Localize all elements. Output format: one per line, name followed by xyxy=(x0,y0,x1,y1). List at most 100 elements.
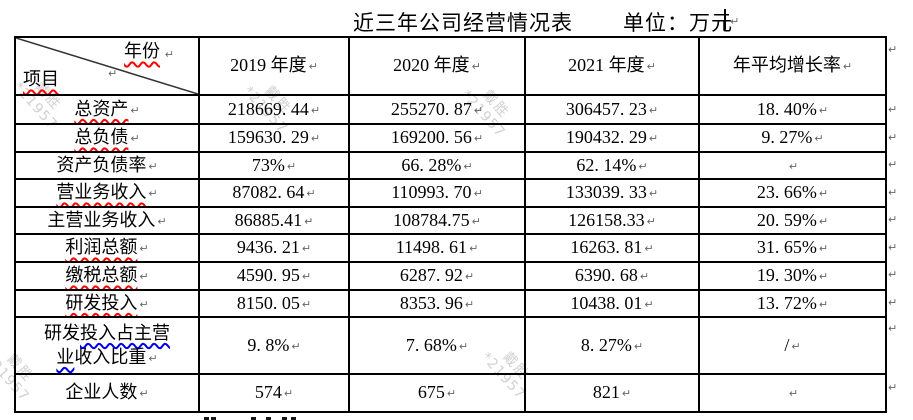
unit-label: 单位：万元 xyxy=(623,11,733,35)
cell-value: 574 ↵ xyxy=(198,373,350,413)
cell-value: 190432. 29 ↵ xyxy=(524,123,700,153)
table-row: 研发投入占主营 业收入比重 ↵ 9. 8% ↵ 7. 68% ↵ 8. 27% ↵ / ↵ xyxy=(14,316,887,375)
row-label: 企业人数 xyxy=(65,382,138,402)
corner-item-label: 项目 xyxy=(23,69,59,89)
row-end-mark: ↵ xyxy=(888,241,898,254)
operating-results-table[interactable]: 年份 ↵ 项目 ↵ 2019 年度 ↵ 2020 年度 ↵ 2021 年度 ↵ 年平均… xyxy=(14,36,887,413)
table-row: 总资产 ↵ 218669. 44 ↵ 255270. 87 ↵ 306457. 23 ↵… xyxy=(14,94,887,125)
paragraph-mark: ↵ xyxy=(730,15,740,28)
cell-value: 7. 68% ↵ xyxy=(348,316,526,375)
document-title: 近三年公司经营情况表 xyxy=(353,11,573,35)
row-label-cell: 企业人数 ↵ xyxy=(14,373,200,413)
diagonal-line xyxy=(17,39,197,93)
row-label-cell: 总负债 ↵ xyxy=(14,123,200,153)
cell-value: 66. 28% ↵ xyxy=(348,151,526,180)
cell-value: 8353. 96 ↵ xyxy=(348,289,526,318)
row-label: 研发投入占主营 xyxy=(44,322,170,343)
row-label: 研发投入 xyxy=(65,292,138,313)
table-row: 缴税总额 ↵ 4590. 95 ↵ 6287. 92 ↵ 6390. 68 ↵ 19. … xyxy=(14,261,887,291)
table-row: 主营业务收入 ↵ 86885.41 ↵ 108784.75 ↵ 126158.33 ↵ … xyxy=(14,206,887,235)
cell-value-empty: ↵ xyxy=(698,373,887,413)
cutoff-text-fragment xyxy=(204,417,209,420)
row-label: 总负债 xyxy=(74,127,129,147)
row-label-cell: 资产负债率 ↵ xyxy=(14,151,200,180)
row-label-cell: 缴税总额 ↵ xyxy=(14,261,200,291)
cell-value: 255270. 87 ↵ xyxy=(348,94,526,125)
header-row: 年份 ↵ 项目 ↵ 2019 年度 ↵ 2020 年度 ↵ 2021 年度 ↵ 年平均… xyxy=(14,36,887,96)
row-end-mark: ↵ xyxy=(888,296,898,309)
corner-cell: 年份 ↵ 项目 ↵ xyxy=(14,36,200,96)
cell-value: 6287. 92 ↵ xyxy=(348,261,526,291)
table-row: 利润总额 ↵ 9436. 21 ↵ 11498. 61 ↵ 16263. 81 ↵ 31… xyxy=(14,233,887,263)
row-label-cell: 利润总额 ↵ xyxy=(14,233,200,263)
row-label-cell: 主营业务收入 ↵ xyxy=(14,206,200,235)
cell-value: 19. 30% ↵ xyxy=(698,261,887,291)
row-label-cell: 研发投入 ↵ xyxy=(14,289,200,318)
text-cursor[interactable] xyxy=(724,9,726,31)
cutoff-text-fragment xyxy=(282,417,287,420)
cell-value: 8. 27% ↵ xyxy=(524,316,700,375)
row-label-cell: 研发投入占主营 业收入比重 ↵ xyxy=(14,316,200,375)
table-row: 资产负债率 ↵ 73% ↵ 66. 28% ↵ 62. 14% ↵ ↵ xyxy=(14,151,887,180)
row-end-mark: ↵ xyxy=(888,381,898,394)
corner-year-label: 年份 xyxy=(124,41,160,61)
row-label: 缴税总额 xyxy=(65,265,138,285)
cutoff-text-fragment xyxy=(266,417,271,420)
row-label-cell: 总资产 ↵ xyxy=(14,94,200,125)
cell-value: 16263. 81 ↵ xyxy=(524,233,700,263)
row-label: 总资产 xyxy=(74,98,129,119)
cell-value: 62. 14% ↵ xyxy=(524,151,700,180)
cell-end-mark: ↵ xyxy=(164,48,174,61)
table-row: 营业务收入 ↵ 87082. 64 ↵ 110993. 70 ↵ 133039. 33… xyxy=(14,178,887,208)
row-end-mark: ↵ xyxy=(888,43,898,56)
cell-value: 23. 66% ↵ xyxy=(698,178,887,208)
cell-value: 169200. 56 ↵ xyxy=(348,123,526,153)
cell-value: 133039. 33 ↵ xyxy=(524,178,700,208)
row-end-mark: ↵ xyxy=(888,186,898,199)
row-label: 利润总额 xyxy=(65,237,138,257)
cell-value: 9436. 21 ↵ xyxy=(198,233,350,263)
cell-value: 31. 65% ↵ xyxy=(698,233,887,263)
row-end-mark: ↵ xyxy=(888,322,898,335)
row-label: 营业务收入 xyxy=(56,182,147,202)
cell-value: 10438. 01 ↵ xyxy=(524,289,700,318)
row-end-mark: ↵ xyxy=(888,158,898,171)
cell-value: 218669. 44 ↵ xyxy=(198,94,350,125)
cell-value: 306457. 23 ↵ xyxy=(524,94,700,125)
column-header-2020: 2020 年度 ↵ xyxy=(348,36,526,96)
cell-value: 108784.75 ↵ xyxy=(348,206,526,235)
cutoff-text-fragment xyxy=(291,417,296,420)
cell-value: 8150. 05 ↵ xyxy=(198,289,350,318)
cell-value: 18. 40% ↵ xyxy=(698,94,887,125)
cell-end-mark: ↵ xyxy=(108,67,118,80)
row-label: 主营业务收入 xyxy=(47,209,156,230)
table-row: 总负债 ↵ 159630. 29 ↵ 169200. 56 ↵ 190432. 29 ↵… xyxy=(14,123,887,153)
cell-value: 87082. 64 ↵ xyxy=(198,178,350,208)
row-label-cell: 营业务收入 ↵ xyxy=(14,178,200,208)
column-header-2021: 2021 年度 ↵ xyxy=(524,36,700,96)
table-row: 企业人数 ↵ 574 ↵ 675 ↵ 821 ↵ ↵ xyxy=(14,373,887,413)
row-end-mark: ↵ xyxy=(888,213,898,226)
row-end-mark: ↵ xyxy=(888,268,898,281)
row-end-mark: ↵ xyxy=(888,103,898,116)
row-end-mark: ↵ xyxy=(888,131,898,144)
cell-value: 11498. 61 ↵ xyxy=(348,233,526,263)
cell-value: 73% ↵ xyxy=(198,151,350,180)
cell-value: 821 ↵ xyxy=(524,373,700,413)
row-label: 资产负债率 xyxy=(56,154,147,175)
table-row: 研发投入 ↵ 8150. 05 ↵ 8353. 96 ↵ 10438. 01 ↵ 13.… xyxy=(14,289,887,318)
column-header-2019: 2019 年度 ↵ xyxy=(198,36,350,96)
cell-value: 13. 72% ↵ xyxy=(698,289,887,318)
column-header-avg-growth: 年平均增长率 ↵ xyxy=(698,36,887,96)
cell-value: / ↵ xyxy=(698,316,887,375)
cutoff-text-fragment xyxy=(251,417,256,420)
cell-value: 6390. 68 ↵ xyxy=(524,261,700,291)
cell-value-empty: ↵ xyxy=(698,151,887,180)
cell-value: 4590. 95 ↵ xyxy=(198,261,350,291)
cell-value: 675 ↵ xyxy=(348,373,526,413)
cutoff-text-fragment xyxy=(211,417,216,420)
cell-value: 20. 59% ↵ xyxy=(698,206,887,235)
row-label: 业收入比重 ↵ xyxy=(56,346,158,367)
cell-value: 9. 8% ↵ xyxy=(198,316,350,375)
